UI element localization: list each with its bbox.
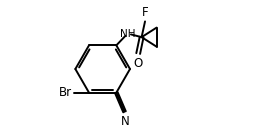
Text: Br: Br bbox=[59, 86, 72, 99]
Text: N: N bbox=[121, 115, 129, 128]
Text: F: F bbox=[142, 6, 148, 19]
Text: NH: NH bbox=[120, 29, 136, 39]
Text: O: O bbox=[133, 57, 142, 70]
